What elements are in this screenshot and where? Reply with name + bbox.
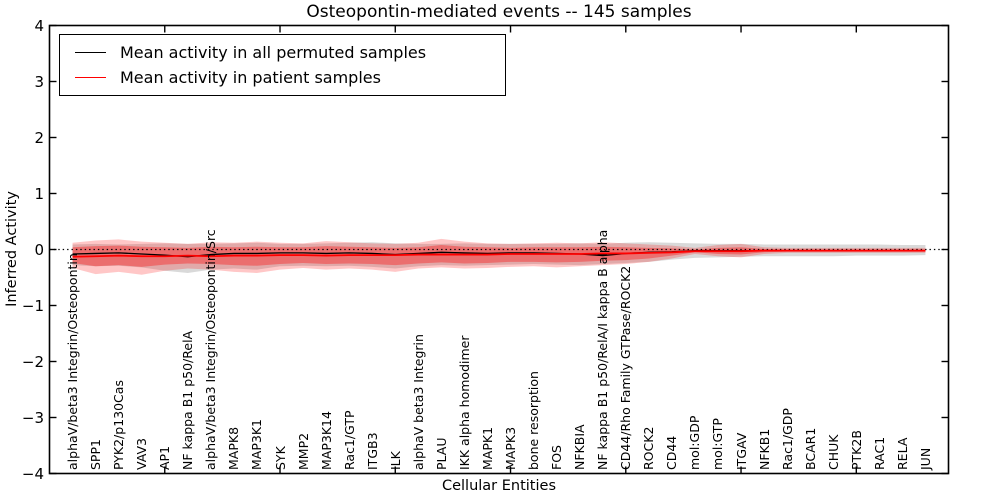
y-tick-label: 1: [34, 184, 44, 203]
y-tick-label: 2: [34, 128, 44, 147]
permuted-line-swatch-icon: [75, 52, 106, 53]
x-tick-label: alphaV beta3 Integrin: [410, 334, 426, 470]
y-tick-label: 4: [34, 16, 44, 35]
legend-entry: Mean activity in patient samples: [60, 68, 505, 87]
x-tick-label: mol:GDP: [687, 415, 703, 470]
x-tick-label: RAC1: [871, 436, 887, 470]
x-tick-label: PLAU: [433, 437, 449, 471]
x-tick-label: PYK2/p130Cas: [111, 380, 127, 470]
x-tick-label: NF kappa B1 p50/RelA/I kappa B alpha: [595, 229, 611, 470]
x-tick-label: MAP3K1: [249, 419, 265, 470]
x-tick-label: VAV3: [134, 437, 150, 470]
x-tick-label: Rac1/GTP: [341, 410, 357, 470]
y-tick-label: −1: [21, 296, 44, 315]
x-tick-label: alphaV/beta3 Integrin/Osteopontin: [65, 253, 81, 470]
x-tick-label: CD44/Rho Family GTPase/ROCK2: [618, 265, 634, 470]
y-tick-label: −3: [21, 408, 44, 427]
x-tick-label: CHUK: [825, 434, 841, 470]
x-tick-label: MAPK1: [479, 426, 495, 470]
x-tick-label: NFKB1: [756, 428, 772, 470]
x-tick-label: IKK alpha homodimer: [456, 335, 472, 471]
x-tick-label: RELA: [894, 437, 910, 470]
x-tick-label: Rac1/GDP: [779, 408, 795, 470]
x-tick-label: mol:GTP: [710, 418, 726, 470]
legend-entry: Mean activity in all permuted samples: [60, 43, 505, 62]
legend-entry-label: Mean activity in patient samples: [120, 68, 381, 87]
x-tick-label: NFKBIA: [572, 424, 588, 470]
x-tick-label: BCAR1: [802, 427, 818, 470]
x-tick-label: ROCK2: [641, 426, 657, 470]
y-tick-label: 3: [34, 72, 44, 91]
x-tick-label: MAP3K14: [318, 411, 334, 470]
x-tick-label: SPP1: [88, 439, 104, 470]
legend: Mean activity in all permuted samples Me…: [59, 34, 506, 96]
x-tick-label: MAPK8: [226, 426, 242, 470]
x-tick-label: SYK: [272, 446, 288, 470]
band-patient-samples-outer-range: [72, 238, 926, 275]
x-axis-label: Cellular Entities: [441, 478, 557, 494]
x-tick-label: NF kappa B1 p50/RelA: [180, 330, 196, 470]
x-tick-label: ITGB3: [364, 432, 380, 470]
x-tick-label: bone resorption: [526, 371, 542, 470]
y-tick-label: −2: [21, 352, 44, 371]
x-tick-label: ILK: [387, 451, 403, 470]
y-tick-label: 0: [34, 240, 44, 259]
x-tick-label: ITGAV: [733, 432, 749, 470]
legend-entry-label: Mean activity in all permuted samples: [120, 43, 427, 62]
y-tick-label: −4: [21, 464, 44, 483]
chart-title: Osteopontin-mediated events -- 145 sampl…: [306, 2, 692, 22]
x-tick-label: MMP2: [295, 432, 311, 470]
x-tick-label: AP1: [157, 445, 173, 470]
x-tick-label: MAPK3: [503, 426, 519, 470]
x-tick-label: CD44: [664, 435, 680, 470]
patient-line-swatch-icon: [75, 77, 106, 78]
x-tick-label: alphaV/beta3 Integrin/Osteopontin/Src: [203, 229, 219, 470]
x-tick-label: PTK2B: [848, 430, 864, 470]
x-tick-label: FOS: [549, 445, 565, 470]
line-patient-mean: [72, 249, 926, 258]
band-permuted-samples-range: [72, 242, 926, 274]
x-tick-label: JUN: [917, 447, 933, 470]
